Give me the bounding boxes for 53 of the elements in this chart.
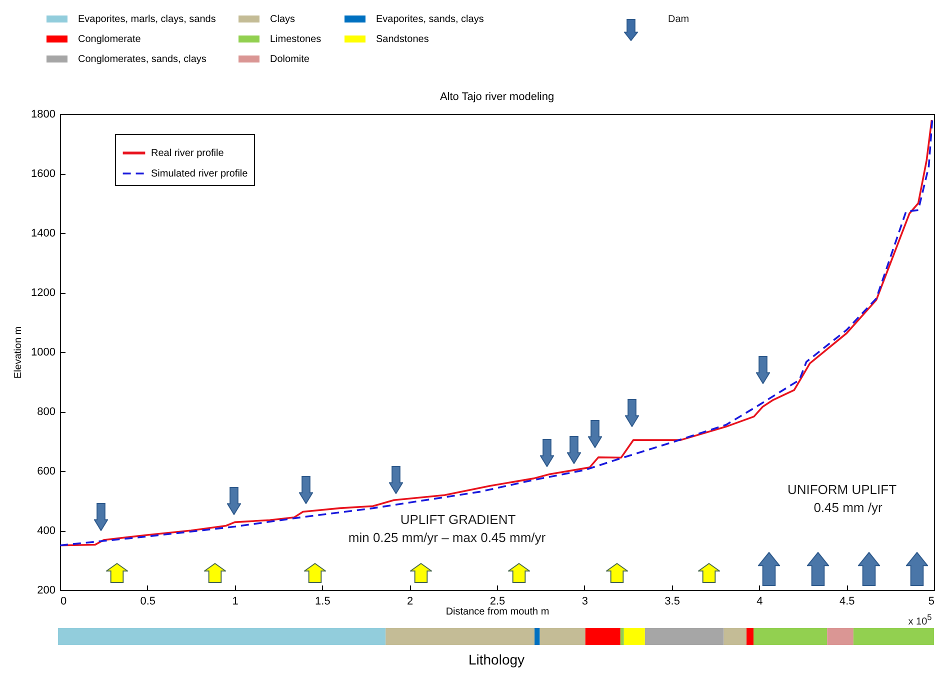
annotation: 0.45 mm /yr — [814, 500, 882, 515]
bar — [624, 628, 645, 645]
bar — [585, 628, 620, 645]
legend-label: Conglomerates, sands, clays — [78, 54, 206, 65]
x-tick-label: 4 — [756, 596, 763, 608]
legend-label: Limestones — [270, 34, 322, 45]
y-tick-label: 1400 — [31, 228, 56, 240]
legend-label: Conglomerate — [78, 34, 142, 45]
x-axis-title: Lithology — [468, 652, 525, 668]
y-tick-label: 1200 — [31, 287, 56, 299]
legend-label: Real river profile — [151, 148, 224, 159]
annotation: UPLIFT GRADIENT — [400, 512, 516, 527]
chart-title: Alto Tajo river modeling — [440, 91, 554, 103]
legend-label: Evaporites, sands, clays — [376, 14, 484, 25]
bar — [620, 628, 624, 645]
y-tick-label: 400 — [37, 525, 56, 537]
legend-label: Simulated river profile — [151, 168, 248, 180]
y-tick-label: 1800 — [31, 108, 56, 120]
y-tick-label: 1600 — [31, 168, 56, 180]
y-tick-label: 200 — [37, 584, 56, 596]
bar — [58, 628, 386, 645]
annotation: UNIFORM UPLIFT — [787, 482, 897, 497]
legend-label: Sandstones — [376, 34, 429, 45]
legend-label: Clays — [270, 14, 296, 25]
legend-label: Dolomite — [270, 54, 310, 65]
x-axis-title: Distance from mouth m — [446, 606, 550, 618]
x-tick-label: 3.5 — [664, 596, 680, 608]
y-tick-label: 800 — [37, 406, 56, 418]
bar — [853, 628, 934, 645]
x-tick-label: 0 — [60, 596, 67, 608]
bar — [746, 628, 754, 645]
x-tick-label: 3 — [582, 596, 588, 608]
x-tick-label: 1.5 — [315, 596, 330, 608]
y-axis-title: Elevation m — [13, 326, 24, 379]
text: Dam — [668, 14, 690, 25]
x-tick-label: 0.5 — [140, 596, 156, 608]
bar — [534, 628, 540, 645]
bar — [724, 628, 747, 645]
bar — [754, 628, 828, 645]
x-tick-label: 2 — [407, 596, 414, 608]
y-tick-label: 600 — [37, 466, 56, 478]
x-tick-label: 1 — [232, 596, 238, 608]
x-tick-label: 2.5 — [490, 596, 506, 608]
annotation: min 0.25 mm/yr – max 0.45 mm/yr — [348, 530, 546, 545]
x-tick-label: 5 — [928, 596, 934, 608]
bar — [827, 628, 854, 645]
y-tick-label: 1000 — [31, 346, 56, 358]
bar — [540, 628, 586, 645]
legend-label: Evaporites, marls, clays, sands — [78, 14, 216, 25]
bar — [386, 628, 535, 645]
x-tick-label: 4.5 — [839, 596, 855, 608]
bar — [644, 628, 724, 645]
text: x 10$^{5}$ — [908, 612, 932, 628]
